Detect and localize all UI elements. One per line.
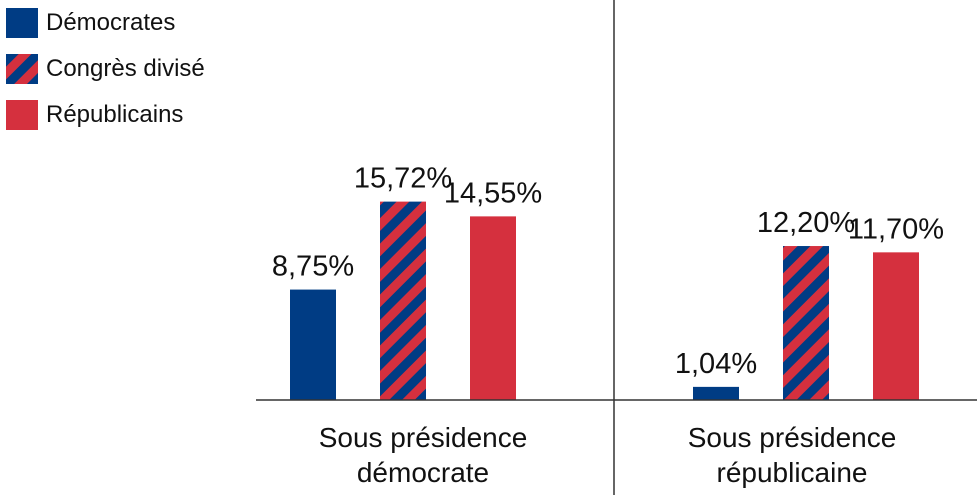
bar-congres-divise-presidence-republicaine (783, 246, 829, 400)
legend-label-democrates: Démocrates (46, 9, 176, 36)
legend-item-congres-divise: Congrès divisé (6, 54, 205, 84)
value-label-congres-divise-presidence-democrate: 15,72% (354, 163, 452, 195)
bar-democrates-presidence-democrate (290, 289, 336, 400)
value-label-congres-divise-presidence-republicaine: 12,20% (757, 207, 855, 239)
legend-label-congres-divise: Congrès divisé (46, 55, 205, 82)
legend-item-republicains: Républicains (6, 100, 205, 130)
bars-layer (290, 201, 919, 400)
bar-republicains-presidence-republicaine (873, 252, 919, 400)
category-label-presidence-democrate-line2: démocrate (357, 457, 489, 488)
category-label-presidence-republicaine-line2: républicaine (717, 457, 868, 488)
bar-republicains-presidence-democrate (470, 216, 516, 400)
bar-congres-divise-presidence-democrate (380, 201, 426, 400)
value-label-republicains-presidence-democrate: 14,55% (444, 177, 542, 209)
legend-item-democrates: Démocrates (6, 8, 205, 38)
category-label-presidence-democrate-line1: Sous présidence (319, 422, 528, 453)
legend-swatch-congres-divise (6, 54, 38, 84)
legend-swatch-republicains (6, 100, 38, 130)
value-label-democrates-presidence-democrate: 8,75% (272, 251, 354, 283)
category-label-presidence-republicaine-line1: Sous présidence (688, 422, 897, 453)
value-label-democrates-presidence-republicaine: 1,04% (675, 348, 757, 380)
bar-democrates-presidence-republicaine (693, 386, 739, 400)
legend-label-republicains: Républicains (46, 101, 184, 128)
value-label-republicains-presidence-republicaine: 11,70% (848, 213, 944, 245)
category-labels-layer: Sous présidence démocrate Sous présidence r… (319, 422, 897, 488)
legend: Démocrates Congrès divisé Républicains (6, 8, 205, 146)
legend-swatch-democrates (6, 8, 38, 38)
value-labels-layer: 8,75% 1,04% 15,72% 12,20% 14,55% 11,70% (272, 163, 944, 380)
